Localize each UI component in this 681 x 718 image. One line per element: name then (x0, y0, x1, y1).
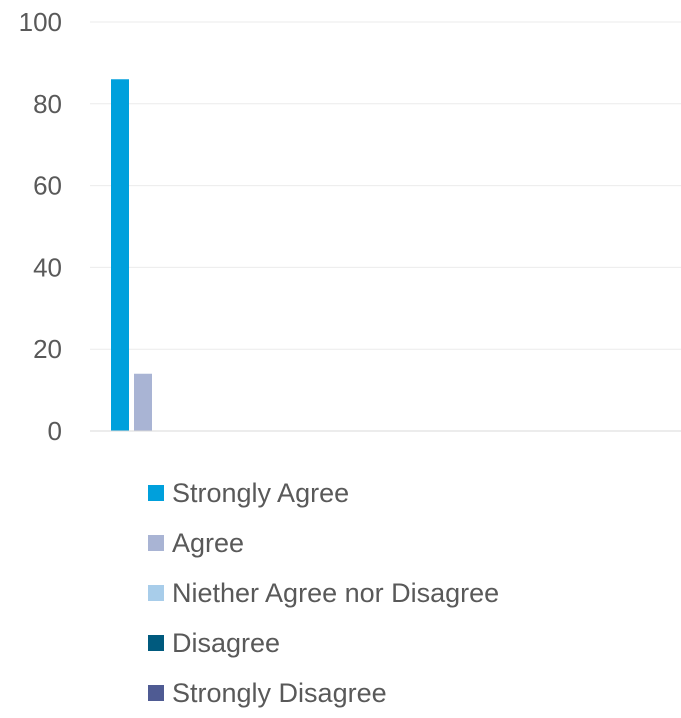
bars (111, 79, 152, 431)
gridlines (90, 21, 681, 350)
legend-label-agree: Agree (172, 527, 245, 558)
legend-item-agree: Agree (148, 518, 499, 568)
y-axis-tick-labels: 0 20 40 60 80 100 (19, 7, 62, 446)
legend-label-niether-agree-nor-disagree: Niether Agree nor Disagree (172, 577, 500, 608)
y-tick-label-0: 0 (48, 416, 62, 446)
legend-label-strongly-disagree: Strongly Disagree (172, 677, 387, 708)
legend-item-niether-agree-nor-disagree: Niether Agree nor Disagree (148, 568, 499, 618)
y-tick-label-80: 80 (33, 89, 62, 119)
legend-swatch-niether-agree-nor-disagree (148, 585, 164, 601)
bar-chart: 0 20 40 60 80 100 (19, 7, 681, 446)
legend-swatch-strongly-disagree (148, 685, 164, 701)
y-tick-label-60: 60 (33, 171, 62, 201)
legend-item-disagree: Disagree (148, 618, 499, 668)
legend-label-disagree: Disagree (172, 627, 281, 658)
y-tick-label-20: 20 (33, 334, 62, 364)
y-tick-label-40: 40 (33, 252, 62, 282)
legend-swatch-strongly-agree (148, 485, 164, 501)
legend: Strongly Agree Agree Niether Agree nor Dis… (148, 468, 499, 718)
bar-strongly-agree (111, 79, 129, 431)
legend-label-strongly-agree: Strongly Agree (172, 477, 350, 508)
y-tick-label-100: 100 (19, 7, 62, 37)
bar-agree (134, 373, 152, 431)
legend-swatch-disagree (148, 635, 164, 651)
legend-item-strongly-disagree: Strongly Disagree (148, 668, 499, 718)
legend-swatch-agree (148, 535, 164, 551)
legend-item-strongly-agree: Strongly Agree (148, 468, 499, 518)
